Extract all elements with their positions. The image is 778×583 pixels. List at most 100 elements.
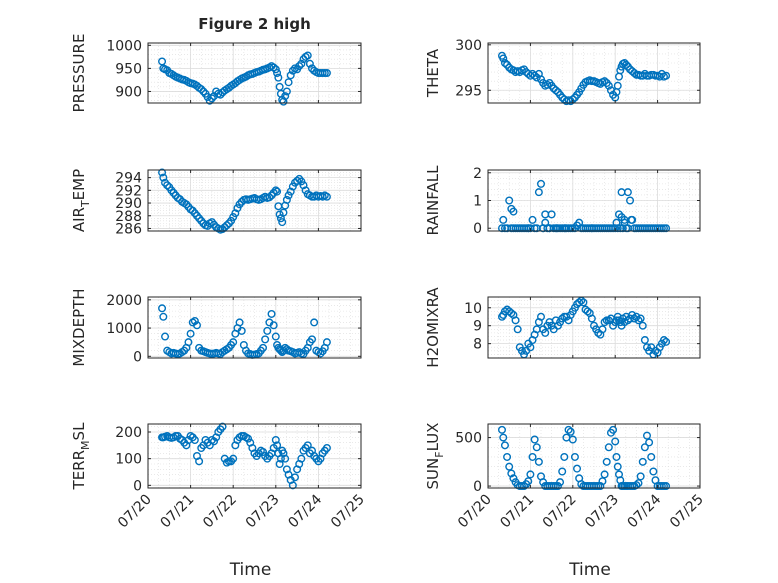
- data-point: [511, 316, 520, 325]
- data-point: [271, 65, 280, 74]
- data-point: [273, 441, 282, 450]
- x-tick-label: 07/23: [582, 492, 622, 532]
- data-point: [271, 436, 280, 445]
- x-tick-label: 07/21: [158, 492, 198, 532]
- data-point: [275, 460, 284, 469]
- data-point: [638, 321, 647, 330]
- data-point: [244, 434, 253, 443]
- y-tick-label: 0: [133, 349, 142, 365]
- data-point: [281, 454, 290, 463]
- data-point: [513, 325, 522, 334]
- data-point: [602, 457, 611, 466]
- data-point: [537, 179, 546, 188]
- data-point: [530, 71, 539, 80]
- data-point: [509, 224, 518, 233]
- data-point: [274, 73, 283, 82]
- x-tick-label: 07/25: [328, 492, 368, 532]
- axes-box: [147, 423, 362, 489]
- data-point: [558, 467, 567, 476]
- data-point: [534, 188, 543, 197]
- y-axis-label: AIRTEMP: [70, 169, 92, 232]
- data-point: [269, 63, 278, 72]
- x-tick-label: 07/22: [200, 492, 240, 532]
- data-point: [273, 68, 282, 77]
- data-point: [259, 448, 268, 457]
- data-point: [612, 452, 621, 461]
- data-point: [532, 443, 541, 452]
- data-point: [645, 438, 654, 447]
- data-point: [643, 431, 652, 440]
- data-point: [659, 336, 668, 345]
- data-point: [575, 298, 584, 307]
- data-point: [541, 328, 550, 337]
- axes-box: [487, 296, 701, 359]
- y-tick-label: 9: [473, 319, 482, 335]
- data-point: [613, 224, 622, 233]
- data-point: [662, 482, 671, 491]
- data-point: [229, 338, 238, 347]
- data-point: [192, 321, 201, 330]
- axes-box: [487, 42, 701, 104]
- chart-title: Figure 2 high: [198, 15, 311, 33]
- data-point: [282, 465, 291, 474]
- data-point: [303, 51, 312, 60]
- data-point: [530, 435, 539, 444]
- data-point: [541, 218, 550, 227]
- axes-box: [147, 42, 362, 104]
- data-point: [524, 477, 533, 486]
- data-point: [573, 464, 582, 473]
- data-point: [222, 221, 231, 230]
- y-tick-label: 500: [455, 431, 482, 447]
- data-point: [583, 307, 592, 316]
- data-point: [229, 454, 238, 463]
- data-point: [537, 312, 546, 321]
- subplot-theta: 300 295 THETA: [424, 38, 701, 106]
- subplot-pressure: 1000 950 900 PRESSURE Figure 2 high: [70, 15, 362, 113]
- data-point: [649, 467, 658, 476]
- axes-box: [147, 296, 362, 359]
- y-axis-label: H2OMIXRA: [424, 287, 442, 368]
- data-point: [308, 335, 317, 344]
- data-point: [503, 452, 512, 461]
- data-point: [184, 338, 193, 347]
- y-label-part: SL: [70, 422, 88, 441]
- y-tick-label: 1000: [106, 38, 142, 54]
- data-point: [322, 192, 331, 201]
- data-point: [561, 224, 570, 233]
- y-axis-label: PRESSURE: [70, 34, 88, 113]
- y-label-subscript: F: [433, 451, 446, 457]
- subplot-h2omixra: 10 9 8 H2OMIXRA: [424, 287, 701, 368]
- data-point: [505, 462, 514, 471]
- data-point: [634, 316, 643, 325]
- y-tick-label: 100: [115, 452, 142, 468]
- y-tick-label: 292: [115, 183, 142, 199]
- x-axis-label: Time: [568, 560, 611, 580]
- data-point: [305, 59, 314, 68]
- subplot-mixdepth: 2000 1000 0 MIXDEPTH: [70, 288, 362, 367]
- data-point: [279, 208, 288, 217]
- data-point: [235, 318, 244, 327]
- data-point: [551, 86, 560, 95]
- data-point: [186, 329, 195, 338]
- y-tick-label: 294: [115, 171, 142, 187]
- y-axis-label: MIXDEPTH: [70, 288, 88, 366]
- y-label-part: AIR: [70, 207, 88, 232]
- data-point: [273, 187, 282, 196]
- plot-area: [488, 424, 700, 488]
- y-tick-label: 8: [473, 337, 482, 353]
- data-point: [613, 81, 622, 90]
- data-point: [626, 196, 635, 205]
- y-axis-label: RAINFALL: [424, 165, 442, 236]
- data-point: [497, 224, 506, 233]
- y-label-part: LUX: [424, 423, 442, 452]
- data-point: [556, 478, 565, 487]
- data-point: [638, 457, 647, 466]
- data-point: [271, 186, 280, 195]
- data-point: [210, 437, 219, 446]
- data-point: [161, 332, 170, 341]
- data-point: [662, 224, 671, 233]
- data-point: [604, 443, 613, 452]
- data-point: [560, 452, 569, 461]
- data-point: [216, 90, 225, 99]
